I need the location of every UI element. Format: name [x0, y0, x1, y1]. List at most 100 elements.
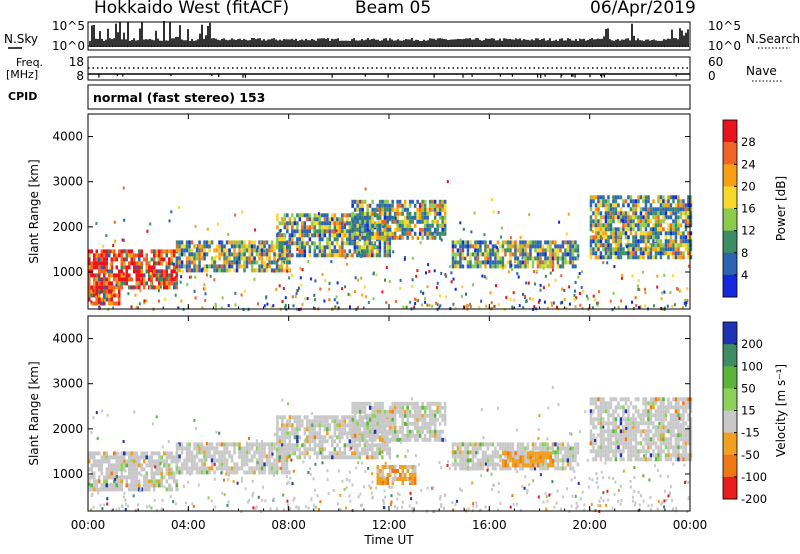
heatmap-cell — [539, 240, 542, 245]
heatmap-cell — [423, 207, 427, 212]
heatmap-cell — [662, 413, 665, 418]
heatmap-cell — [288, 415, 292, 420]
heatmap-cell — [414, 469, 417, 473]
heatmap-cell — [361, 215, 364, 220]
heatmap-cell — [428, 413, 432, 418]
heatmap-cell — [674, 195, 678, 200]
heatmap-cell — [233, 248, 236, 253]
heatmap-cell — [336, 281, 339, 285]
heatmap-cell — [383, 433, 387, 438]
heatmap-cell — [296, 221, 299, 226]
heatmap-cell — [363, 215, 367, 220]
heatmap-cell — [662, 251, 665, 256]
heatmap-cell — [311, 439, 314, 444]
heatmap-cell — [280, 260, 284, 265]
heatmap-cell — [319, 287, 322, 291]
heatmap-cell — [286, 443, 289, 448]
heatmap-cell — [353, 207, 357, 212]
heatmap-cell — [281, 300, 284, 303]
heatmap-cell — [495, 284, 497, 288]
heatmap-cell — [689, 255, 693, 260]
heatmap-cell — [391, 481, 394, 485]
heatmap-cell — [118, 249, 121, 254]
heatmap-cell — [542, 266, 545, 270]
heatmap-cell — [612, 203, 615, 208]
heatmap-cell — [346, 221, 349, 226]
heatmap-cell — [98, 487, 101, 492]
heatmap-cell — [669, 437, 673, 442]
heatmap-cell — [521, 450, 525, 455]
heatmap-cell — [348, 253, 352, 258]
heatmap-cell — [418, 409, 422, 414]
heatmap-cell — [642, 417, 645, 422]
heatmap-cell — [388, 421, 392, 426]
heatmap-cell — [358, 455, 362, 460]
heatmap-cell — [657, 227, 660, 232]
heatmap-cell — [481, 252, 485, 257]
heatmap-cell — [401, 413, 404, 418]
heatmap-cell — [639, 211, 643, 216]
heatmap-cell — [677, 223, 680, 228]
heatmap-cell — [250, 260, 254, 265]
heatmap-cell — [639, 235, 643, 240]
heatmap-cell — [592, 421, 595, 426]
heatmap-cell — [391, 405, 394, 410]
heatmap-cell — [178, 458, 181, 463]
heatmap-cell — [546, 442, 550, 447]
heatmap-cell — [632, 219, 635, 224]
heatmap-cell — [632, 199, 635, 204]
heatmap-cell — [423, 417, 427, 422]
heatmap-cell — [443, 413, 447, 418]
heatmap-cell — [258, 248, 261, 253]
heatmap-cell — [664, 215, 668, 220]
heatmap-cell — [278, 435, 282, 440]
heatmap-cell — [659, 227, 663, 232]
heatmap-cell — [378, 223, 382, 228]
heatmap-cell — [98, 253, 101, 258]
heatmap-cell — [634, 397, 638, 402]
heatmap-cell — [358, 413, 362, 418]
heatmap-cell — [154, 465, 157, 469]
heatmap-cell — [313, 415, 317, 420]
heatmap-cell — [160, 257, 163, 262]
heatmap-cell — [662, 203, 665, 208]
heatmap-cell — [268, 458, 271, 463]
heatmap-cell — [100, 277, 103, 282]
heatmap-cell — [575, 506, 578, 510]
heatmap-cell — [263, 268, 266, 273]
heatmap-cell — [230, 252, 234, 257]
heatmap-cell — [113, 483, 116, 488]
heatmap-cell — [180, 450, 184, 455]
heatmap-cell — [388, 280, 391, 283]
heatmap-cell — [323, 427, 327, 432]
heatmap-cell — [464, 244, 467, 249]
heatmap-cell — [215, 450, 219, 455]
heatmap-cell — [624, 251, 628, 256]
heatmap-cell — [128, 273, 131, 278]
heatmap-cell — [689, 457, 693, 462]
heatmap-cell — [474, 248, 477, 253]
heatmap-cell — [531, 264, 535, 269]
heatmap-cell — [225, 450, 229, 455]
heatmap-cell — [198, 450, 201, 455]
heatmap-cell — [96, 436, 99, 440]
heatmap-cell — [356, 227, 359, 232]
heatmap-cell — [657, 231, 660, 236]
heatmap-cell — [303, 221, 307, 226]
heatmap-cell — [323, 221, 327, 226]
heatmap-cell — [424, 297, 426, 301]
heatmap-cell — [328, 217, 332, 222]
heatmap-cell — [509, 236, 512, 240]
heatmap-cell — [474, 442, 477, 447]
heatmap-cell — [600, 470, 603, 474]
heatmap-cell — [417, 299, 420, 303]
heatmap-cell — [183, 252, 186, 257]
heatmap-cell — [358, 423, 362, 428]
heatmap-cell — [491, 466, 495, 471]
heatmap-cell — [326, 439, 329, 444]
heatmap-cell — [491, 248, 495, 253]
heatmap-cell — [661, 252, 664, 255]
heatmap-cell — [571, 260, 575, 265]
heatmap-cell — [396, 203, 399, 208]
heatmap-cell — [629, 227, 633, 232]
